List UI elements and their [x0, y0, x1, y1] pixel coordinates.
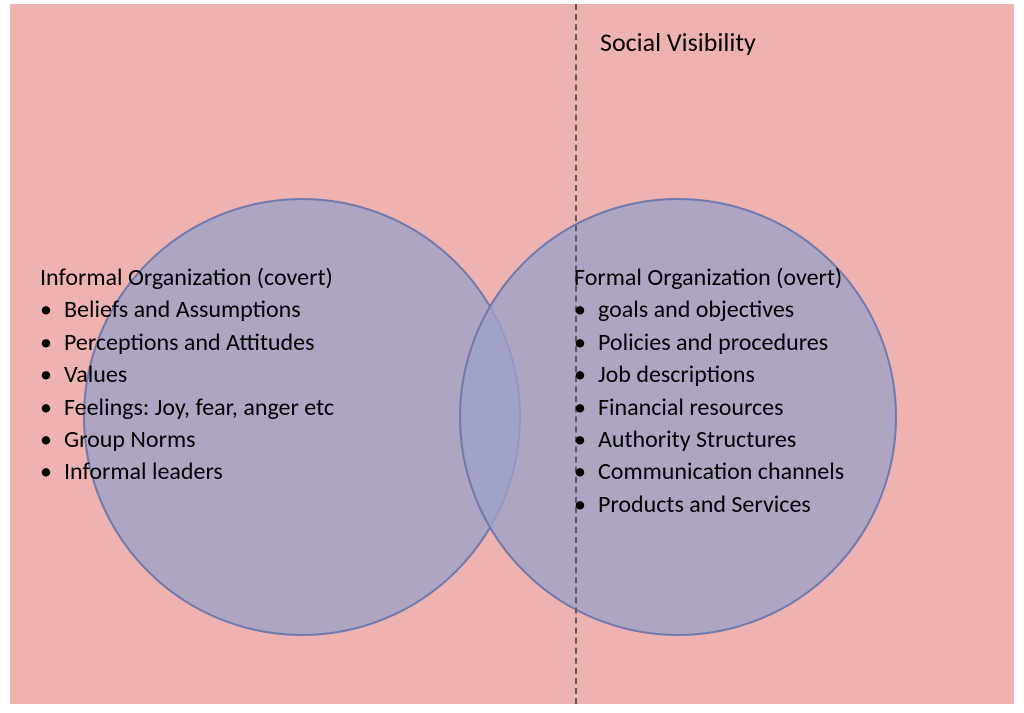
bullet-text: Beliefs and Assumptions: [64, 294, 301, 326]
bullet-item: •Group Norms: [40, 424, 420, 456]
bullet-text: Feelings: Joy, fear, anger etc: [64, 392, 334, 424]
bullet-text: Perceptions and Attitudes: [64, 327, 314, 359]
bullet-item: •Job descriptions: [574, 359, 974, 391]
bullet-item: •goals and objectives: [574, 294, 974, 326]
bullet-text: Informal leaders: [64, 456, 223, 488]
bullet-item: •Informal leaders: [40, 456, 420, 488]
bullet-dot-icon: •: [574, 456, 598, 488]
bullet-item: •Products and Services: [574, 489, 974, 521]
bullet-dot-icon: •: [574, 489, 598, 521]
bullet-item: •Authority Structures: [574, 424, 974, 456]
bullet-dot-icon: •: [40, 424, 64, 456]
bullet-dot-icon: •: [574, 359, 598, 391]
bullet-dot-icon: •: [574, 392, 598, 424]
bullet-text: Products and Services: [598, 489, 811, 521]
left-bullets: •Beliefs and Assumptions•Perceptions and…: [40, 294, 420, 488]
bullet-dot-icon: •: [574, 327, 598, 359]
bullet-item: •Financial resources: [574, 392, 974, 424]
bullet-dot-icon: •: [40, 456, 64, 488]
bullet-dot-icon: •: [40, 294, 64, 326]
bullet-dot-icon: •: [40, 359, 64, 391]
bullet-dot-icon: •: [40, 392, 64, 424]
bullet-text: Group Norms: [64, 424, 196, 456]
right-text-block: Formal Organization (overt) •goals and o…: [574, 262, 974, 521]
bullet-dot-icon: •: [574, 294, 598, 326]
right-bullets: •goals and objectives•Policies and proce…: [574, 294, 974, 521]
right-heading: Formal Organization (overt): [574, 262, 974, 294]
bullet-item: •Values: [40, 359, 420, 391]
left-text-block: Informal Organization (covert) •Beliefs …: [40, 262, 420, 489]
title-social-visibility: Social Visibility: [600, 26, 756, 58]
bullet-item: •Policies and procedures: [574, 327, 974, 359]
bullet-dot-icon: •: [40, 327, 64, 359]
bullet-item: •Beliefs and Assumptions: [40, 294, 420, 326]
diagram-canvas: Social Visibility Informal Organization …: [0, 0, 1024, 713]
bullet-dot-icon: •: [574, 424, 598, 456]
left-heading: Informal Organization (covert): [40, 262, 420, 294]
bullet-item: •Feelings: Joy, fear, anger etc: [40, 392, 420, 424]
bullet-text: Policies and procedures: [598, 327, 828, 359]
bullet-item: •Communication channels: [574, 456, 974, 488]
bullet-text: Job descriptions: [598, 359, 755, 391]
bullet-text: Financial resources: [598, 392, 783, 424]
bullet-text: Authority Structures: [598, 424, 796, 456]
bullet-text: goals and objectives: [598, 294, 794, 326]
bullet-text: Values: [64, 359, 127, 391]
bullet-item: •Perceptions and Attitudes: [40, 327, 420, 359]
bullet-text: Communication channels: [598, 456, 844, 488]
